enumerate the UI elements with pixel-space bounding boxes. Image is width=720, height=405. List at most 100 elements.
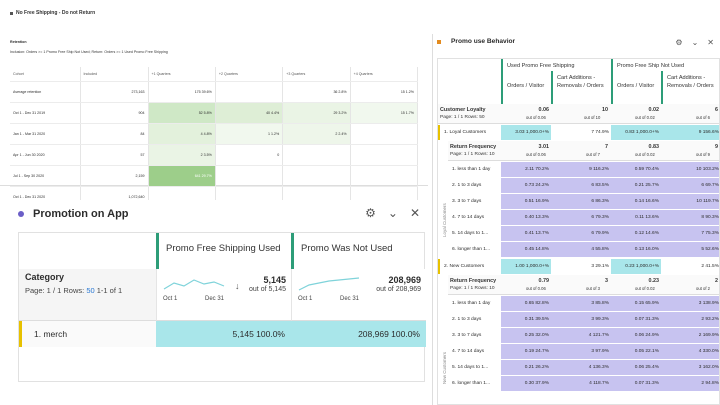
cell[interactable] [215, 81, 284, 103]
row-label[interactable]: 5. 14 days to 1... [452, 231, 489, 236]
cell[interactable]: 0.06 24.9% [611, 328, 661, 343]
row-value-used[interactable]: 5,145 100.0% [156, 321, 291, 347]
row-label[interactable]: 1. less than 1 day [452, 167, 491, 172]
cell[interactable]: 0.45 14.8% [501, 242, 551, 257]
cell[interactable]: 0.59 70.4% [611, 162, 661, 177]
cell[interactable]: 40 4.4% [215, 102, 284, 124]
cell[interactable]: 0.11 13.6% [611, 210, 661, 225]
chevron-down-icon[interactable]: ⌄ [691, 38, 699, 47]
cell[interactable]: 15 1.7% [350, 102, 419, 124]
cell[interactable] [282, 144, 351, 166]
cell[interactable]: 641 29.7% [148, 165, 216, 187]
cell[interactable]: 1 1.2% [215, 123, 284, 145]
cell[interactable]: 4 4.8% [148, 123, 216, 145]
dimension-title[interactable]: Customer Loyalty [440, 107, 486, 113]
cell[interactable]: 3 97.9% [551, 344, 611, 359]
cell[interactable]: 0.83 1,000.0+% [611, 125, 661, 140]
row-label[interactable]: 1. less than 1 day [452, 301, 491, 306]
row-label[interactable]: 3. 3 to 7 days [452, 333, 482, 338]
cell[interactable]: 0.31 39.5% [501, 312, 551, 327]
close-icon[interactable]: ✕ [409, 206, 420, 220]
cell[interactable] [350, 165, 419, 187]
cell[interactable]: 36 2.8% [282, 81, 351, 103]
row-label[interactable]: 1. merch [19, 321, 156, 347]
cell[interactable]: 0.30 37.9% [501, 376, 551, 391]
cell[interactable]: 4 118.7% [551, 376, 611, 391]
cell[interactable]: 6 79.9% [551, 226, 611, 241]
cell[interactable]: 0.06 25.4% [611, 360, 661, 375]
cell[interactable]: 0.40 13.3% [501, 210, 551, 225]
table-row[interactable]: 1. merch 5,145 100.0% 208,969 100.0% [19, 321, 426, 347]
dimension-title[interactable]: Return Frequency [450, 278, 497, 284]
cell[interactable]: 2 169.9% [661, 328, 719, 343]
dimension-title[interactable]: Category [25, 272, 65, 282]
gear-icon[interactable]: ⚙ [365, 206, 376, 220]
cell[interactable]: 2 94.8% [661, 376, 719, 391]
cell[interactable]: 0.12 14.6% [611, 226, 661, 241]
dimension-title[interactable]: Return Frequency [450, 144, 497, 150]
cell[interactable]: 6 69.7% [661, 178, 719, 193]
cell[interactable]: 0.73 24.2% [501, 178, 551, 193]
cell[interactable]: 0.51 16.9% [501, 194, 551, 209]
cell[interactable]: 5 52.6% [661, 242, 719, 257]
col-cart-additions-2[interactable]: Cart Additions - Removals / Orders [661, 71, 719, 104]
cell[interactable]: 2 41.5% [701, 264, 719, 269]
cell[interactable]: 2 3.5% [148, 144, 216, 166]
cell[interactable]: 3 138.9% [661, 296, 719, 311]
close-icon[interactable]: ✕ [707, 38, 714, 47]
cell[interactable]: 29 3.2% [282, 102, 351, 124]
cell[interactable]: 0.07 31.3% [611, 312, 661, 327]
row-label[interactable]: 3. 3 to 7 days [452, 199, 482, 204]
cell[interactable]: 4 136.3% [551, 360, 611, 375]
row-label[interactable]: 5. 14 days to 1... [452, 365, 489, 370]
row-label[interactable]: 2. 1 to 3 days [452, 317, 482, 322]
column-header-used[interactable]: Promo Free Shipping Used [156, 233, 291, 269]
column-header-not-used[interactable]: Promo Was Not Used [291, 233, 426, 269]
cell[interactable]: 15 1.2% [350, 81, 419, 103]
row-label[interactable]: 6. longer than 1... [452, 247, 491, 252]
cell[interactable]: 8 90.3% [661, 210, 719, 225]
cell[interactable]: 52 5.8% [148, 102, 216, 124]
row-label[interactable]: 2. New Customers [438, 259, 501, 274]
cell[interactable]: 3 162.0% [661, 360, 719, 375]
cell[interactable]: 0.19 24.7% [501, 344, 551, 359]
cell[interactable]: 7 74.9% [591, 130, 609, 135]
rows-select[interactable]: 50 [86, 286, 95, 295]
col-cart-additions[interactable]: Cart Additions - Removals / Orders [551, 71, 611, 104]
gear-icon[interactable]: ⚙ [675, 38, 683, 47]
cell[interactable]: 4 55.8% [551, 242, 611, 257]
cell[interactable]: 9 116.2% [551, 162, 611, 177]
cell[interactable]: 175 39.6% [148, 81, 216, 103]
cell[interactable]: 2 93.2% [661, 312, 719, 327]
cell[interactable]: 0.21 26.2% [501, 360, 551, 375]
row-label[interactable]: 6. longer than 1... [452, 381, 491, 386]
cell[interactable]: 4 121.7% [551, 328, 611, 343]
row-label[interactable]: 4. 7 to 14 days [452, 215, 485, 220]
cell[interactable]: 6 83.5% [551, 178, 611, 193]
cell[interactable]: 3.03 1,000.0+% [501, 125, 551, 140]
cell[interactable]: 0.41 13.7% [501, 226, 551, 241]
cell[interactable]: 0 [215, 144, 284, 166]
cell[interactable]: 2.11 70.2% [501, 162, 551, 177]
cell[interactable]: 0.25 32.0% [501, 328, 551, 343]
col-used-promo[interactable]: Used Promo Free Shipping [501, 59, 611, 71]
cell[interactable]: 0.65 82.8% [501, 296, 551, 311]
row-label[interactable]: 2. 1 to 3 days [452, 183, 482, 188]
cell[interactable]: 0.14 16.6% [611, 194, 661, 209]
cell[interactable]: 10 119.7% [661, 194, 719, 209]
col-orders-visitor[interactable]: Orders / Visitor [501, 71, 551, 104]
cell[interactable]: 0.07 31.3% [611, 376, 661, 391]
cell[interactable]: 6 86.3% [551, 194, 611, 209]
cell[interactable] [215, 165, 284, 187]
chevron-down-icon[interactable]: ⌄ [387, 206, 398, 220]
cell[interactable]: 0.05 22.1% [611, 344, 661, 359]
cell[interactable]: 3 85.8% [551, 296, 611, 311]
cell[interactable] [350, 123, 419, 145]
cell[interactable]: 0.15 65.9% [611, 296, 661, 311]
cell[interactable]: 6 79.3% [551, 210, 611, 225]
cell[interactable]: 0.23 1,000.0+% [611, 259, 661, 274]
cell[interactable] [350, 144, 419, 166]
cell[interactable]: 7 75.3% [661, 226, 719, 241]
cell[interactable]: 2 2.4% [282, 123, 351, 145]
cell[interactable]: 9 156.6% [661, 125, 719, 140]
